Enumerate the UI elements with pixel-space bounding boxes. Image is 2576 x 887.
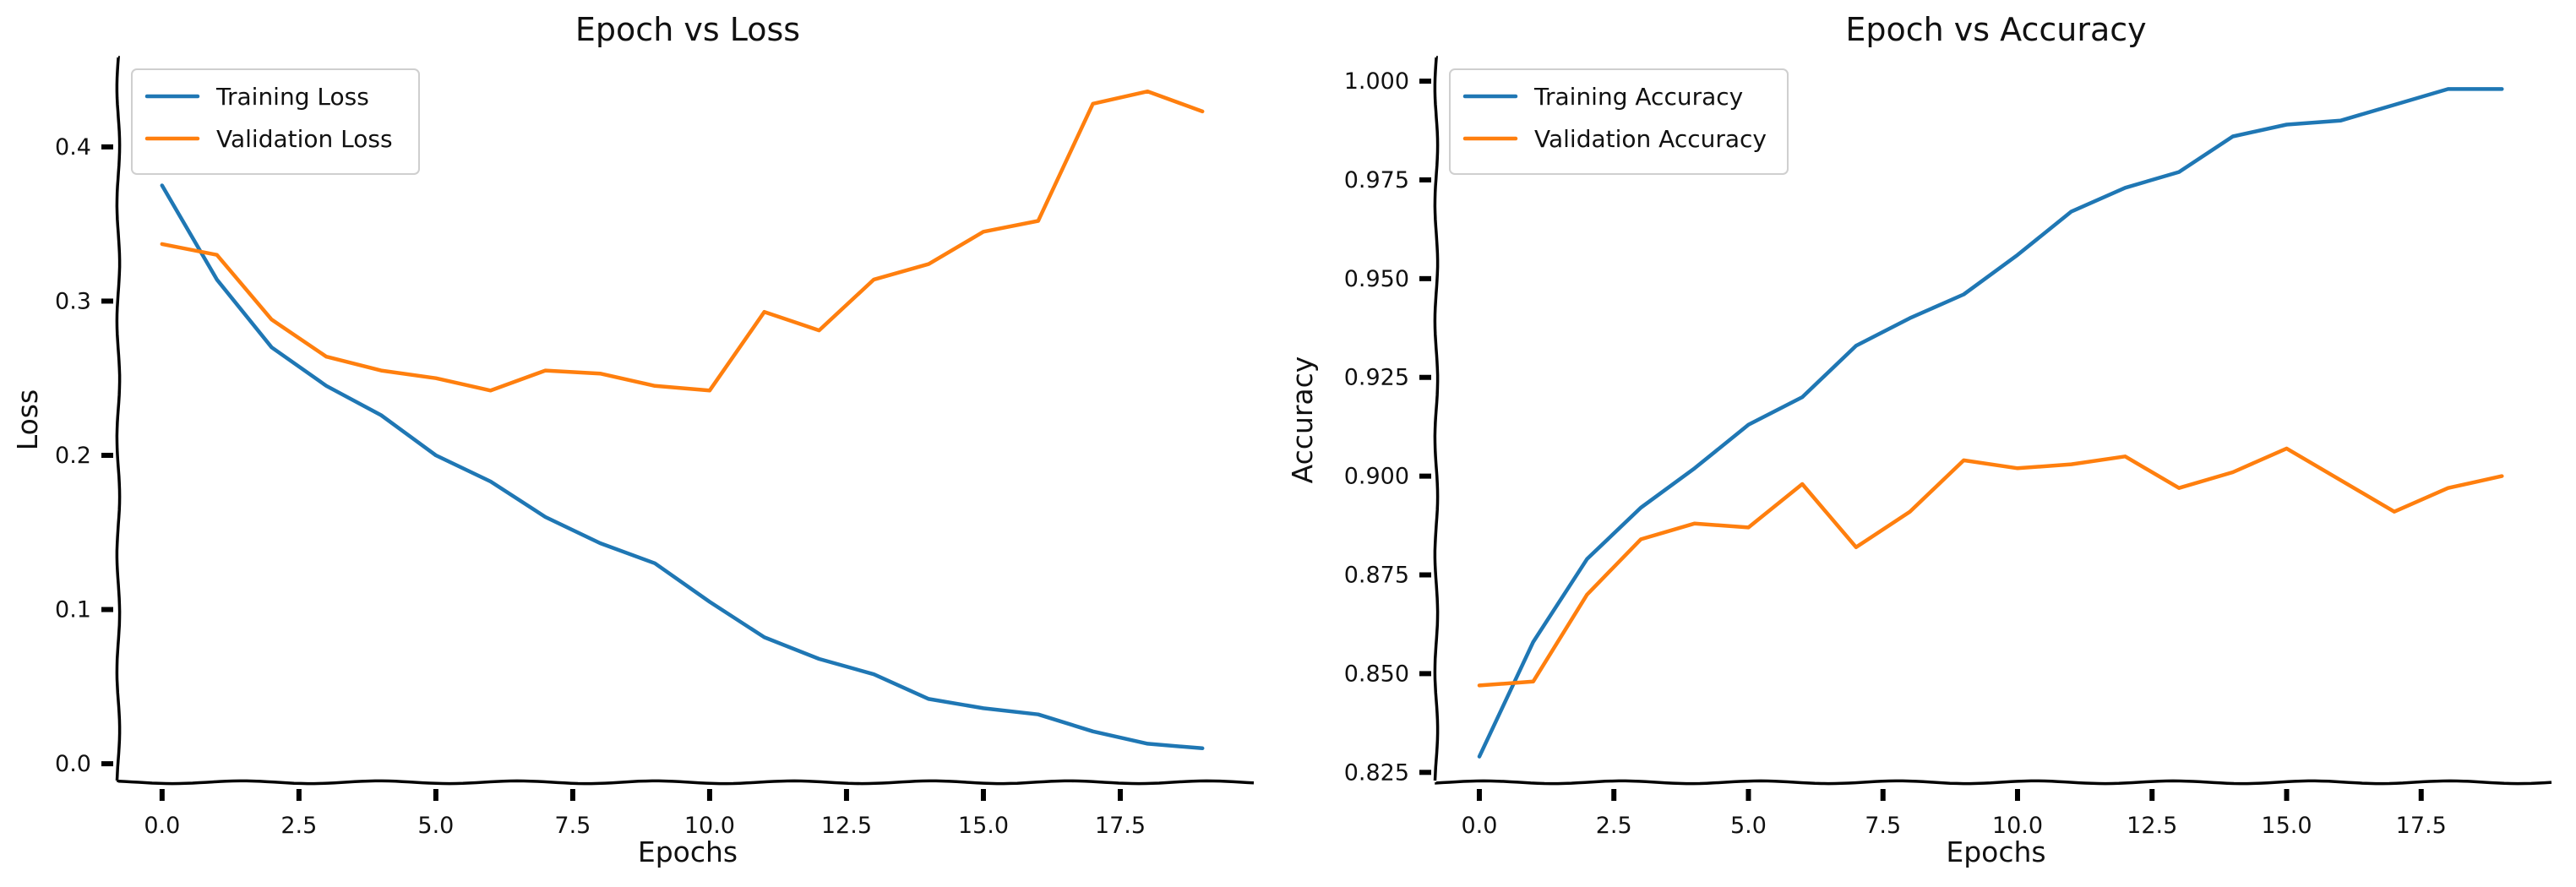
accuracy-x-tick-label: 17.5 — [2396, 813, 2447, 839]
accuracy-x-tick-label: 15.0 — [2261, 813, 2312, 839]
accuracy-y-tick-label: 0.900 — [1344, 464, 1409, 490]
accuracy-x-tick-label: 2.5 — [1596, 813, 1632, 839]
accuracy-y-tick-label: 0.875 — [1344, 563, 1409, 589]
accuracy-legend-label-validation-accuracy: Validation Accuracy — [1534, 125, 1767, 153]
loss-x-tick-label: 10.0 — [684, 813, 735, 839]
loss-x-axis-line — [117, 779, 1255, 786]
accuracy-x-axis-label: Epochs — [1946, 835, 2045, 868]
loss-x-tick-label: 0.0 — [144, 813, 180, 839]
loss-y-tick-label: 0.3 — [55, 288, 91, 314]
loss-x-tick-label: 2.5 — [280, 813, 317, 839]
loss-x-tick-label: 7.5 — [554, 813, 591, 839]
loss-y-axis-label: Loss — [11, 389, 44, 450]
accuracy-y-tick-label: 0.975 — [1344, 167, 1409, 193]
loss-y-axis-line — [115, 56, 122, 781]
loss-y-tick-label: 0.4 — [55, 134, 91, 161]
accuracy-x-tick-label: 12.5 — [2127, 813, 2177, 839]
accuracy-training-accuracy-line — [1477, 87, 2504, 759]
accuracy-y-tick-label: 0.825 — [1344, 759, 1409, 786]
loss-y-tick-label: 0.0 — [55, 751, 91, 777]
accuracy-x-axis-line — [1435, 779, 2552, 786]
accuracy-y-tick-label: 0.950 — [1344, 266, 1409, 292]
accuracy-x-tick-label: 7.5 — [1865, 813, 1901, 839]
loss-training-loss-line — [160, 183, 1205, 751]
loss-chart-title: Epoch vs Loss — [575, 11, 800, 48]
loss-legend-label-validation-loss: Validation Loss — [216, 125, 393, 153]
loss-y-tick-label: 0.1 — [55, 597, 91, 623]
loss-legend — [131, 68, 420, 175]
loss-x-axis-label: Epochs — [638, 835, 738, 868]
accuracy-chart: Epoch vs Accuracy 0.0 2.5 5.0 7.5 10.0 12.5 15.… — [1286, 11, 2552, 868]
accuracy-y-axis-label: Accuracy — [1286, 356, 1319, 484]
accuracy-x-tick-label: 5.0 — [1730, 813, 1767, 839]
loss-x-tick-label: 12.5 — [821, 813, 872, 839]
accuracy-y-tick-label: 1.000 — [1344, 68, 1409, 95]
loss-x-tick-label: 17.5 — [1095, 813, 1146, 839]
accuracy-y-tick-label: 0.925 — [1344, 365, 1409, 391]
loss-x-tick-label: 5.0 — [417, 813, 454, 839]
accuracy-validation-accuracy-line — [1477, 446, 2504, 688]
loss-validation-loss-line — [160, 89, 1205, 393]
accuracy-legend — [1449, 68, 1789, 175]
loss-y-tick-label: 0.2 — [55, 443, 91, 469]
accuracy-y-axis-line — [1433, 56, 1440, 781]
accuracy-y-tick-label: 0.850 — [1344, 661, 1409, 687]
loss-legend-label-training-loss: Training Loss — [215, 83, 369, 111]
accuracy-x-tick-label: 0.0 — [1461, 813, 1497, 839]
loss-x-tick-label: 15.0 — [958, 813, 1009, 839]
loss-chart: Epoch vs Loss 0.0 2.5 5.0 7.5 10.0 12.5 15.0 17.… — [11, 11, 1255, 868]
accuracy-chart-title: Epoch vs Accuracy — [1845, 11, 2146, 48]
accuracy-x-tick-label: 10.0 — [1992, 813, 2043, 839]
accuracy-legend-label-training-accuracy: Training Accuracy — [1533, 83, 1743, 111]
